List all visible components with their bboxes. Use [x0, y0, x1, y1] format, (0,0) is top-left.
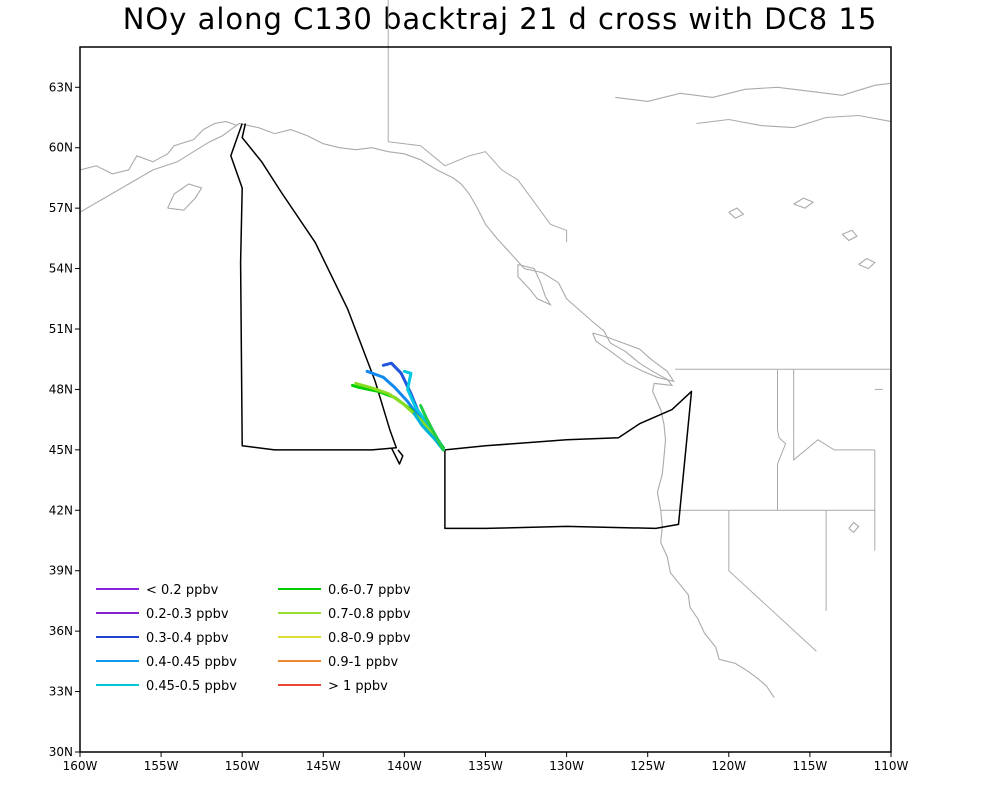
lon-tick-label: 135W	[468, 759, 503, 773]
legend-label: 0.2-0.3 ppbv	[146, 607, 229, 622]
lat-tick-label: 39N	[49, 564, 73, 578]
lat-tick-label: 48N	[49, 382, 73, 396]
coastline-segment	[517, 263, 552, 307]
lon-tick-label: 120W	[711, 759, 746, 773]
border-segment	[777, 369, 787, 511]
lat-tick-label: 57N	[49, 201, 73, 215]
coastline-segment	[79, 120, 238, 175]
coastline-segment	[592, 332, 675, 383]
lat-tick-label: 54N	[49, 262, 73, 276]
legend-label: 0.9-1 ppbv	[328, 655, 399, 670]
map-frame	[79, 46, 892, 753]
lat-tick-label: 36N	[49, 624, 73, 638]
lat-tick-label: 63N	[49, 80, 73, 94]
lat-tick-label: 51N	[49, 322, 73, 336]
legend: < 0.2 ppbv 0.2-0.3 ppbv 0.3-0.4 ppbv 0.4-0.…	[96, 583, 411, 694]
lon-tick-label: 145W	[306, 759, 341, 773]
border-segment	[793, 369, 875, 461]
lat-tick-label: 33N	[49, 685, 73, 699]
lon-tick-label: 115W	[793, 759, 828, 773]
legend-label: 0.6-0.7 ppbv	[328, 583, 411, 598]
trajectory-line	[351, 383, 445, 450]
coastline-segment	[79, 122, 775, 698]
lat-tick-label: 42N	[49, 503, 73, 517]
legend-label: 0.7-0.8 ppbv	[328, 607, 411, 622]
trajectory-line	[419, 404, 445, 452]
back-trajectories	[351, 361, 445, 452]
coastline-segment	[793, 197, 815, 209]
legend-label: 0.8-0.9 ppbv	[328, 631, 411, 646]
coastline-segment	[858, 257, 876, 270]
legend-label: > 1 ppbv	[328, 679, 388, 694]
lon-tick-label: 140W	[387, 759, 422, 773]
latitude-axis: 30N 33N 36N 39N 42N 45N 48N 51N 54N 57N 60N 63N	[49, 80, 80, 759]
lat-tick-label: 30N	[49, 745, 73, 759]
flight-track	[230, 123, 398, 451]
flight-track	[390, 447, 404, 465]
coastline-segment	[696, 114, 892, 129]
legend-label: 0.45-0.5 ppbv	[146, 679, 237, 694]
map-title: NOy along C130 backtraj 21 d cross with …	[122, 2, 878, 36]
border-segment	[728, 510, 817, 652]
lon-tick-label: 125W	[630, 759, 665, 773]
coastline-segment	[167, 183, 203, 211]
political-borders	[387, 0, 891, 652]
lon-tick-label: 155W	[144, 759, 179, 773]
lat-tick-label: 60N	[49, 141, 73, 155]
legend-label: 0.4-0.45 ppbv	[146, 655, 237, 670]
coastline-segment	[841, 229, 858, 242]
coastline-segment	[615, 82, 892, 102]
lon-tick-label: 130W	[549, 759, 584, 773]
longitude-axis: 160W 155W 150W 145W 140W 135W 130W 125W 120W 115W…	[63, 752, 909, 773]
lon-tick-label: 160W	[63, 759, 98, 773]
lon-tick-label: 150W	[225, 759, 260, 773]
coastline-segment	[728, 207, 745, 219]
coastline-segment	[848, 521, 860, 534]
flight-tracks	[230, 123, 693, 530]
flight-track	[444, 390, 693, 530]
lat-tick-label: 45N	[49, 443, 73, 457]
border-segment	[388, 141, 568, 243]
legend-label: 0.3-0.4 ppbv	[146, 631, 229, 646]
trajectory-line	[354, 381, 442, 446]
lon-tick-label: 110W	[874, 759, 909, 773]
coastlines	[79, 82, 892, 698]
legend-label: < 0.2 ppbv	[146, 583, 219, 598]
